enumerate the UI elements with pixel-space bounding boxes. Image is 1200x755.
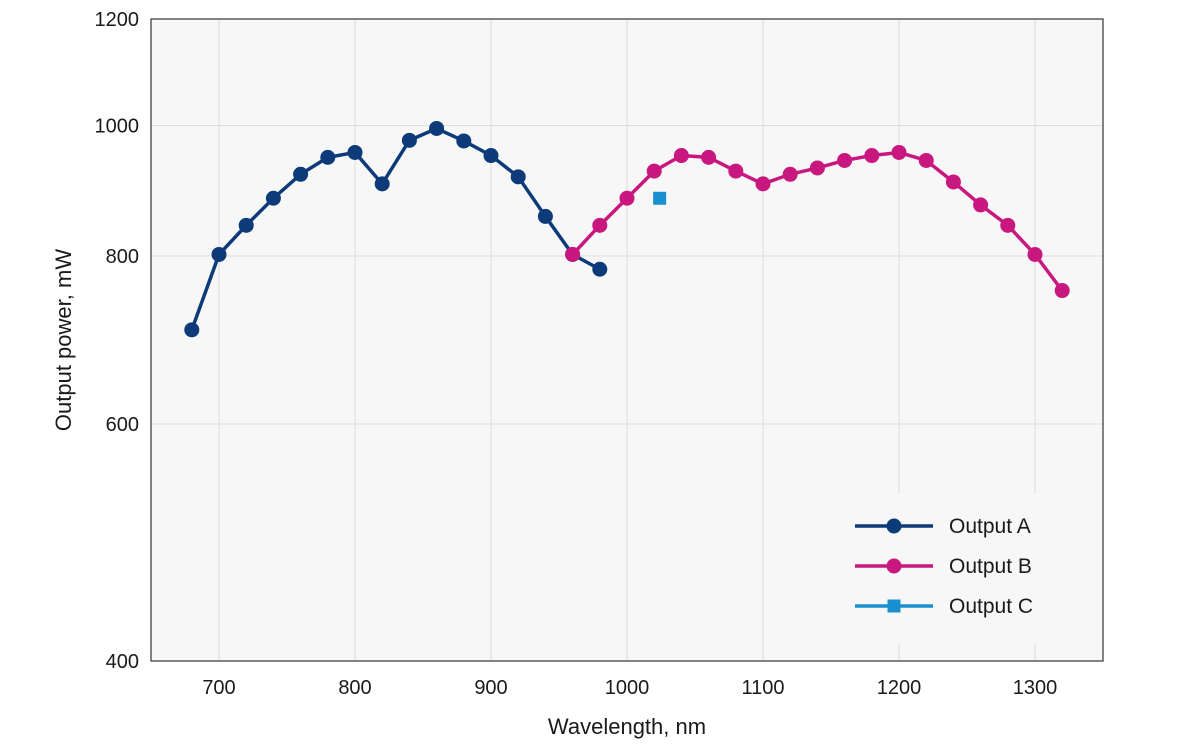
y-axis-title: Output power, mW (51, 249, 76, 431)
data-point (265, 190, 281, 206)
data-point (891, 144, 907, 160)
data-point (1054, 283, 1070, 299)
x-tick-label: 700 (202, 677, 235, 699)
legend: Output A Output B Output C (836, 494, 1102, 644)
y-tick-label: 1200 (95, 9, 140, 31)
data-point (653, 191, 667, 205)
legend-marker (886, 558, 902, 574)
data-point (456, 133, 472, 149)
data-point (619, 190, 635, 206)
legend-item: Output C (855, 595, 1033, 618)
x-tick-label: 1300 (1013, 677, 1058, 699)
data-point (782, 166, 798, 182)
series-2 (565, 144, 1070, 299)
data-point (755, 176, 771, 192)
data-point (510, 169, 526, 185)
data-point (809, 160, 825, 176)
x-tick-labels: 700 800 900 1000 1100 1200 1300 (202, 677, 1057, 699)
legend-label: Output C (949, 595, 1033, 618)
data-point (701, 149, 717, 165)
data-point (293, 166, 309, 182)
data-point (184, 322, 200, 338)
data-point (1000, 217, 1016, 233)
data-point (374, 176, 390, 192)
plot-frame (150, 18, 1104, 662)
data-point (592, 261, 608, 277)
data-point (837, 152, 853, 168)
data-point (483, 148, 499, 164)
legend-marker (887, 599, 901, 613)
legend-box (836, 494, 1102, 644)
legend-marker (886, 518, 902, 534)
data-point (1027, 246, 1043, 262)
legend-item: Output A (855, 515, 1031, 538)
x-tick-label: 1200 (877, 677, 922, 699)
data-point (429, 120, 445, 136)
series-3 (653, 191, 667, 205)
y-tick-label: 800 (106, 246, 139, 268)
x-tick-label: 900 (474, 677, 507, 699)
data-point (728, 163, 744, 179)
legend-item: Output B (855, 555, 1032, 578)
data-point (537, 208, 553, 224)
series-line (190, 126, 601, 331)
x-axis-title: Wavelength, nm (548, 714, 706, 739)
y-tick-label: 600 (106, 414, 139, 436)
data-point (320, 149, 336, 165)
y-tick-label: 1000 (95, 116, 140, 138)
data-point (646, 163, 662, 179)
data-point (673, 148, 689, 164)
data-point (211, 246, 227, 262)
data-point (864, 148, 880, 164)
data-point (347, 144, 363, 160)
y-tick-labels: 400 600 800 1000 1200 (95, 9, 140, 673)
data-point (238, 217, 254, 233)
data-point (401, 132, 417, 148)
data-point (973, 197, 989, 213)
data-point (945, 174, 961, 190)
x-tick-label: 1000 (605, 677, 650, 699)
data-point (592, 217, 608, 233)
x-tick-label: 800 (338, 677, 371, 699)
series-layer (184, 120, 1070, 338)
data-point (565, 246, 581, 262)
y-tick-label: 400 (106, 651, 139, 673)
legend-label: Output A (949, 515, 1031, 538)
legend-label: Output B (949, 555, 1032, 578)
x-tick-label: 1100 (741, 677, 784, 699)
data-point (918, 152, 934, 168)
